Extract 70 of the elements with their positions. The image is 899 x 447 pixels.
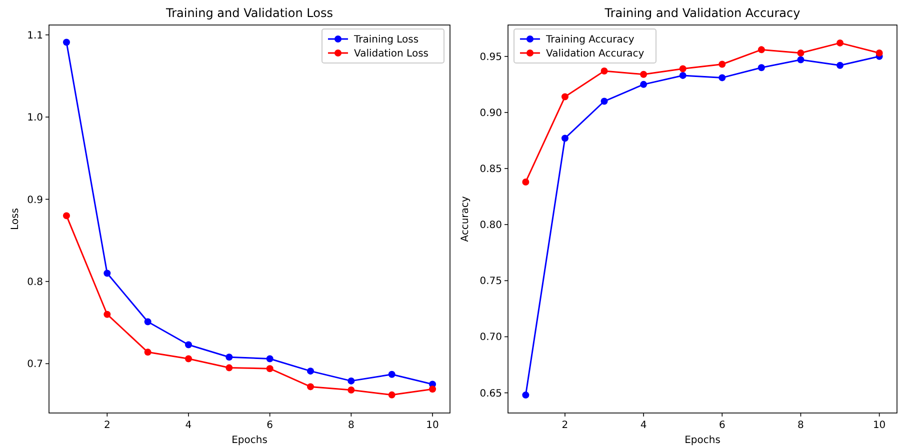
- point: [62, 38, 70, 46]
- point: [307, 383, 314, 390]
- x-tick-label: 6: [718, 420, 726, 431]
- point: [388, 370, 396, 378]
- x-tick-label: 2: [104, 420, 110, 431]
- legend-label: Validation Accuracy: [546, 48, 644, 60]
- y-tick-label: 0.65: [480, 388, 502, 400]
- y-tick-label: 0.85: [480, 164, 502, 176]
- point: [266, 355, 274, 362]
- point: [104, 310, 111, 318]
- y-tick-label: 0.70: [480, 332, 502, 344]
- point: [144, 318, 152, 326]
- point: [679, 72, 686, 79]
- point: [797, 50, 804, 57]
- point: [184, 341, 192, 348]
- legend-label: Validation Loss: [354, 48, 428, 60]
- point: [836, 62, 844, 69]
- x-tick-label: 2: [562, 420, 568, 431]
- point: [600, 98, 608, 105]
- point: [836, 39, 844, 46]
- y-tick-label: 0.80: [480, 220, 502, 232]
- x-tick-label: 8: [798, 420, 804, 431]
- x-tick-label: 10: [426, 420, 439, 431]
- point: [758, 64, 765, 72]
- point: [62, 212, 70, 220]
- point: [522, 392, 530, 399]
- x-tick-label: 10: [872, 420, 886, 431]
- point: [429, 386, 436, 393]
- point: [144, 348, 152, 356]
- y-tick-label: 0.75: [480, 276, 502, 288]
- point: [758, 46, 765, 54]
- y-tick-label: 1.1: [27, 30, 43, 42]
- y-tick-label: 0.9: [27, 194, 43, 206]
- y-tick-label: 0.7: [27, 359, 43, 370]
- point: [640, 70, 648, 78]
- chart-title: Training and Validation Loss: [165, 6, 333, 20]
- point: [348, 386, 355, 394]
- point: [797, 56, 804, 64]
- point: [226, 364, 233, 372]
- x-tick-label: 8: [348, 420, 354, 431]
- point: [226, 354, 233, 361]
- point: [522, 178, 530, 186]
- y-axis-title: Accuracy: [460, 196, 471, 242]
- point: [307, 368, 314, 375]
- y-axis-title: Loss: [10, 208, 21, 230]
- x-axis-title: Epochs: [684, 435, 720, 446]
- x-tick-label: 4: [640, 420, 647, 431]
- point: [348, 377, 355, 384]
- y-tick-label: 0.90: [480, 108, 502, 119]
- point: [388, 391, 396, 398]
- y-tick-label: 1.0: [27, 112, 43, 124]
- chart-title: Training and Validation Accuracy: [604, 6, 800, 20]
- x-tick-label: 4: [185, 420, 192, 431]
- y-tick-label: 0.95: [480, 52, 502, 63]
- point: [718, 74, 726, 82]
- point: [718, 60, 726, 68]
- point: [184, 355, 192, 362]
- legend-label: Training Loss: [353, 34, 419, 46]
- y-tick-label: 0.8: [27, 276, 43, 288]
- point: [561, 134, 568, 142]
- legend-label: Training Accuracy: [545, 34, 634, 46]
- x-axis-title: Epochs: [232, 435, 268, 446]
- point: [266, 365, 274, 372]
- x-tick-label: 6: [266, 420, 274, 431]
- point: [679, 65, 686, 72]
- point: [104, 270, 111, 277]
- point: [600, 67, 608, 74]
- point: [561, 93, 568, 100]
- point: [640, 80, 648, 88]
- point: [876, 50, 883, 57]
